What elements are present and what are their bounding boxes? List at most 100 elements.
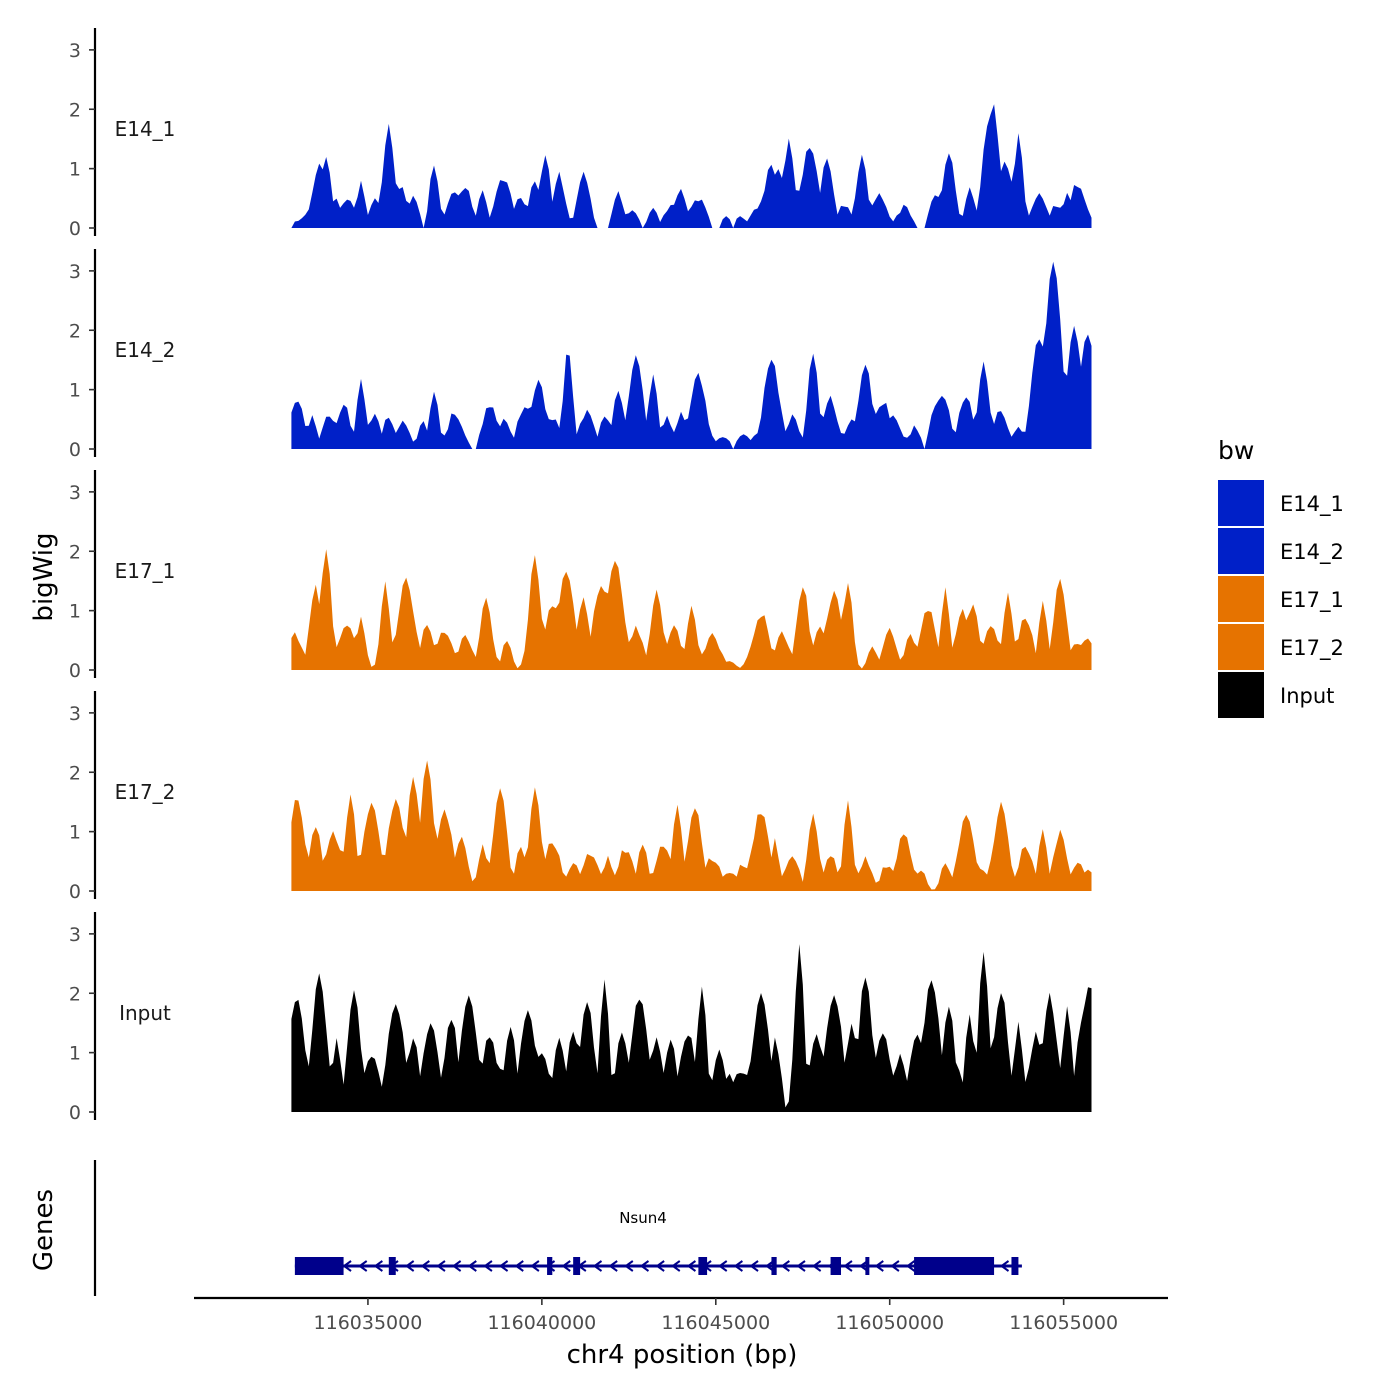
strand-arrow [592, 1260, 603, 1272]
track-label: E17_1 [115, 559, 176, 583]
gene-exon [771, 1257, 777, 1275]
track-label: Input [119, 1001, 171, 1025]
track-label: E14_1 [115, 117, 176, 141]
legend-title: bw [1218, 436, 1254, 465]
legend-label: E17_1 [1280, 588, 1344, 613]
y-tick-label: 3 [69, 40, 81, 62]
signal-area-E17_1 [291, 549, 1092, 670]
gene-exon [573, 1257, 581, 1275]
x-tick-label: 116055000 [1009, 1312, 1118, 1334]
track-E14_2: 0 1 2 3 E14_2 [69, 249, 1092, 461]
strand-arrow [373, 1260, 383, 1272]
strand-arrow [890, 1260, 900, 1272]
gene-exon [547, 1257, 553, 1275]
strand-arrow [718, 1260, 728, 1272]
strand-arrow [796, 1260, 806, 1272]
signal-area-E14_1 [291, 104, 1092, 228]
strand-arrow [874, 1260, 884, 1272]
strand-arrow [858, 1260, 869, 1272]
legend-label: E17_2 [1280, 636, 1344, 661]
y-tick-label: 2 [69, 99, 81, 121]
y-tick-label: 3 [69, 482, 81, 504]
y-tick-label: 1 [69, 159, 81, 181]
strand-arrow [498, 1260, 509, 1272]
y-tick-label: 3 [69, 261, 81, 283]
strand-arrow [843, 1260, 853, 1272]
strand-arrow [342, 1260, 352, 1272]
strand-arrow [905, 1260, 916, 1272]
track-label: E17_2 [115, 780, 176, 804]
strand-arrow [357, 1260, 368, 1272]
track-E14_1: 0 1 2 3 E14_1 [69, 28, 1092, 240]
x-tick-label: 116050000 [835, 1312, 944, 1334]
strand-arrow [561, 1260, 571, 1272]
y-tick-label: 1 [69, 380, 81, 402]
gene-exon [1011, 1257, 1019, 1275]
strand-arrow [530, 1260, 540, 1272]
strand-arrow [999, 1260, 1010, 1272]
track-Input: 0 1 2 3 Input [69, 912, 1092, 1124]
gene-exon [388, 1257, 396, 1275]
gene-label: Nsun4 [619, 1209, 667, 1227]
strand-arrow [608, 1260, 618, 1272]
legend-label: Input [1280, 684, 1334, 708]
x-axis: 116035000 116040000 116045000 116050000 1160… [194, 1296, 1168, 1334]
x-tick-label: 116035000 [314, 1312, 423, 1334]
signal-area-Input [291, 944, 1092, 1112]
gene-exon [914, 1257, 995, 1275]
y-tick-label: 2 [69, 541, 81, 563]
y-axis-title: bigWig [29, 532, 59, 621]
y-tick-label: 3 [69, 703, 81, 725]
strand-arrow [420, 1260, 430, 1272]
genes-panel: Nsun4 [93, 1160, 1022, 1296]
y-tick-label: 2 [69, 983, 81, 1005]
strand-arrow [811, 1260, 822, 1272]
legend-swatch-E17_1 [1218, 576, 1264, 622]
strand-arrow [483, 1260, 493, 1272]
strand-arrow [404, 1260, 415, 1272]
legend-swatch-Input [1218, 672, 1264, 718]
signal-area-E14_2 [291, 261, 1092, 449]
y-tick-label: 1 [69, 1043, 81, 1065]
gene-exon [830, 1257, 842, 1275]
track-label: E14_2 [115, 338, 176, 362]
legend-swatch-E14_2 [1218, 528, 1264, 574]
y-tick-label: 1 [69, 822, 81, 844]
y-tick-label: 0 [69, 881, 81, 903]
strand-arrow [436, 1260, 446, 1272]
track-E17_1: 0 1 2 3 E17_1 [69, 470, 1092, 682]
gene-exon [294, 1257, 344, 1275]
y-tick-label: 0 [69, 1102, 81, 1124]
genes-axis-title: Genes [29, 1189, 59, 1271]
strand-arrow [686, 1260, 697, 1272]
strand-arrow [514, 1260, 524, 1272]
strand-arrow [764, 1260, 775, 1272]
legend-label: E14_2 [1280, 540, 1344, 565]
y-tick-label: 0 [69, 218, 81, 240]
legend-label: E14_1 [1280, 492, 1344, 517]
signal-area-E17_2 [291, 760, 1092, 891]
y-tick-label: 0 [69, 660, 81, 682]
gene-exon [698, 1257, 708, 1275]
y-tick-label: 3 [69, 924, 81, 946]
y-tick-label: 2 [69, 320, 81, 342]
signal-tracks: 0 1 2 3 E14_1 0 1 2 3 E14_2 0 1 2 3 E17_1 0 1 2 3 E17_2 0 1 2 3… [69, 28, 1092, 1124]
strand-arrow [467, 1260, 477, 1272]
strand-arrow [733, 1260, 743, 1272]
x-tick-label: 116040000 [487, 1312, 596, 1334]
strand-arrow [749, 1260, 759, 1272]
x-axis-title: chr4 position (bp) [567, 1340, 798, 1370]
gene-exon [865, 1257, 870, 1275]
strand-arrow [451, 1260, 462, 1272]
legend-swatch-E14_1 [1218, 480, 1264, 526]
strand-arrow [780, 1260, 790, 1272]
y-tick-label: 1 [69, 601, 81, 623]
x-tick-label: 116045000 [661, 1312, 770, 1334]
strand-arrow [655, 1260, 665, 1272]
legend-swatch-E17_2 [1218, 624, 1264, 670]
strand-arrow [639, 1260, 650, 1272]
y-tick-label: 0 [69, 439, 81, 461]
strand-arrow [624, 1260, 634, 1272]
track-E17_2: 0 1 2 3 E17_2 [69, 691, 1092, 903]
